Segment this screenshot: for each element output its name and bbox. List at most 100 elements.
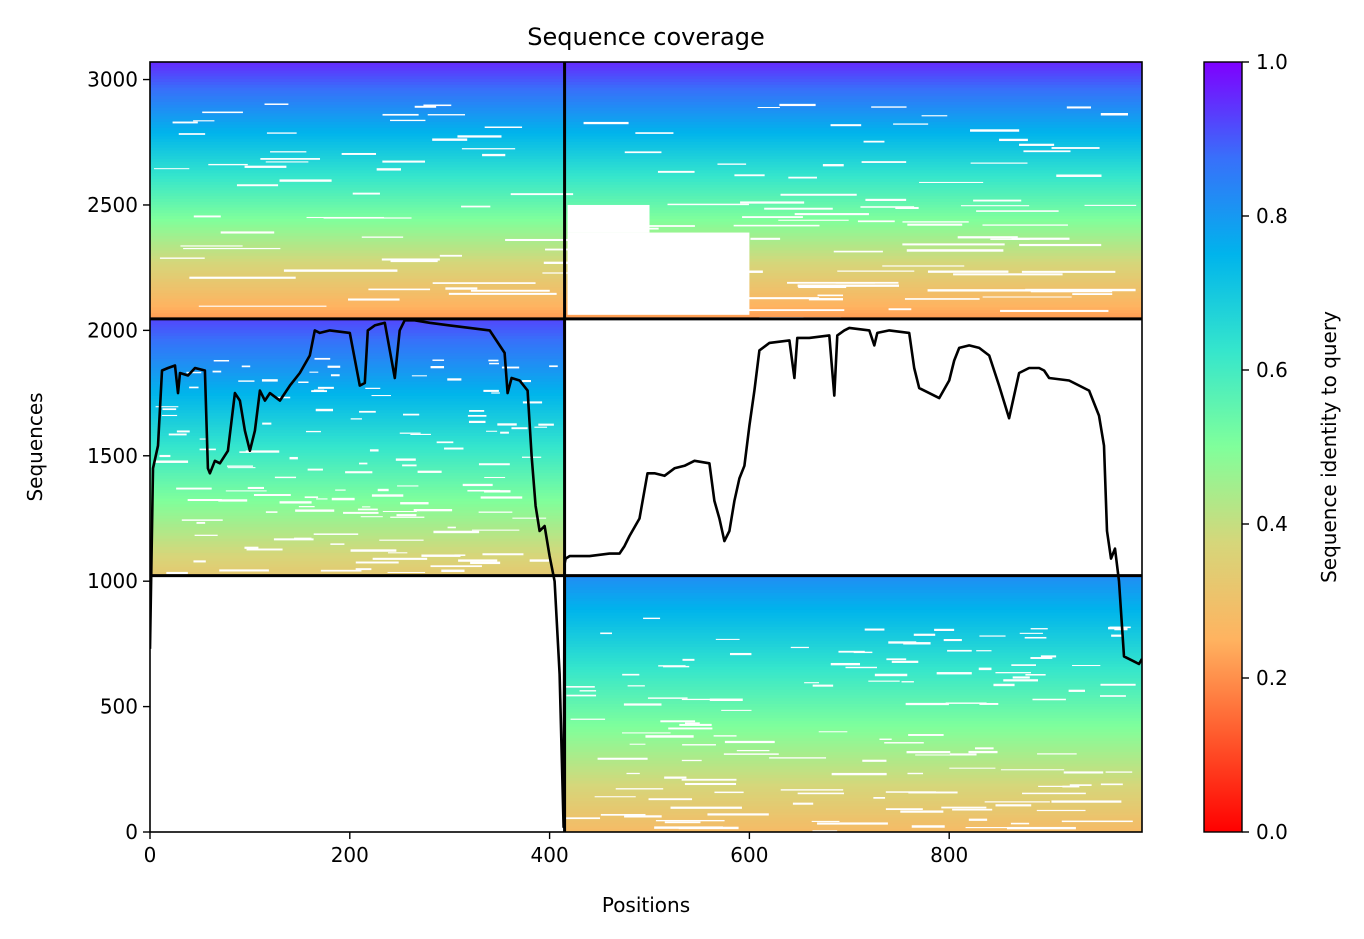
heatmap-band xyxy=(564,800,1142,805)
coverage-gap xyxy=(488,359,499,362)
coverage-gap xyxy=(219,569,269,572)
coverage-gap xyxy=(423,104,452,107)
heatmap-band xyxy=(564,598,1142,602)
coverage-gap xyxy=(790,646,809,649)
coverage-gap xyxy=(990,238,1030,240)
heatmap-band xyxy=(564,624,1142,628)
chart-title: Sequence coverage xyxy=(527,23,764,51)
heatmap-band xyxy=(564,720,1142,725)
y-tick-label: 3000 xyxy=(87,68,138,92)
heatmap-band xyxy=(564,635,1142,639)
heatmap-band xyxy=(150,441,565,445)
coverage-gap xyxy=(168,433,187,436)
coverage-gap xyxy=(811,820,840,822)
heatmap-band xyxy=(150,90,1142,94)
heatmap-band xyxy=(564,606,1142,611)
coverage-gap xyxy=(522,380,531,383)
coverage-gap xyxy=(1030,628,1048,630)
coverage-gap xyxy=(298,506,315,508)
uncovered-region xyxy=(567,204,650,233)
colorbar-tick-label: 0.0 xyxy=(1256,820,1288,844)
heatmap-band xyxy=(150,139,1142,143)
coverage-gap xyxy=(183,247,281,250)
coverage-gap xyxy=(684,783,737,786)
coverage-gap xyxy=(447,526,456,529)
coverage-gap xyxy=(860,206,915,208)
coverage-gap xyxy=(538,423,554,426)
heatmap-band xyxy=(564,723,1142,728)
coverage-gap xyxy=(162,408,177,411)
coverage-gap xyxy=(979,702,999,705)
heatmap-band xyxy=(150,435,565,440)
coverage-gap xyxy=(202,111,243,114)
coverage-gap xyxy=(414,105,437,108)
coverage-gap xyxy=(734,174,765,177)
coverage-gap xyxy=(664,821,701,824)
coverage-gap xyxy=(238,380,255,382)
coverage-gap xyxy=(657,170,695,173)
coverage-gap xyxy=(411,375,427,377)
coverage-gap xyxy=(643,617,661,620)
coverage-gap xyxy=(1066,106,1092,109)
coverage-gap xyxy=(830,662,861,666)
coverage-gap xyxy=(724,740,775,744)
heatmap-band xyxy=(564,644,1142,648)
coverage-gap xyxy=(566,694,597,697)
heatmap-band xyxy=(564,632,1142,637)
coverage-gap xyxy=(682,658,695,661)
coverage-gap xyxy=(359,410,376,413)
coverage-gap xyxy=(886,658,907,661)
coverage-gap xyxy=(787,281,899,284)
coverage-gap xyxy=(468,420,486,424)
coverage-gap xyxy=(159,454,171,458)
heatmap-band xyxy=(150,361,565,366)
coverage-gap xyxy=(331,497,355,501)
heatmap-band xyxy=(150,401,565,406)
coverage-gap xyxy=(647,697,688,699)
coverage-gap xyxy=(350,549,397,552)
coverage-gap xyxy=(713,735,737,737)
coverage-gap xyxy=(316,498,328,500)
coverage-gap xyxy=(885,808,923,811)
coverage-gap xyxy=(1030,657,1053,659)
coverage-gap xyxy=(908,791,958,794)
coverage-gap xyxy=(245,450,280,453)
plot-frame xyxy=(149,61,1143,833)
coverage-gap xyxy=(1011,237,1070,240)
heatmap-band xyxy=(150,96,1142,100)
heatmap-band xyxy=(564,683,1142,688)
heatmap-band xyxy=(564,820,1142,825)
heatmap-band xyxy=(150,432,565,437)
x-tick-label: 800 xyxy=(930,843,968,867)
coverage-gap xyxy=(913,633,936,636)
coverage-gap xyxy=(1036,809,1086,812)
coverage-gap xyxy=(663,665,690,668)
heatmap-band xyxy=(150,84,1142,89)
coverage-gap xyxy=(934,628,955,631)
heatmap-band xyxy=(564,655,1142,659)
coverage-gap xyxy=(895,206,919,210)
coverage-gap xyxy=(845,666,878,669)
heatmap-band xyxy=(150,93,1142,97)
heatmap-band xyxy=(150,338,565,343)
coverage-gap xyxy=(565,686,595,688)
heatmap-band xyxy=(564,752,1142,756)
coverage-gap xyxy=(882,265,965,267)
coverage-gap xyxy=(439,254,462,257)
heatmap-band xyxy=(564,757,1142,762)
heatmap-band xyxy=(150,418,565,423)
heatmap-band xyxy=(150,535,565,540)
coverage-gap xyxy=(350,418,362,420)
heatmap-band xyxy=(150,558,565,562)
coverage-gap xyxy=(1021,270,1116,273)
coverage-gap xyxy=(155,406,179,408)
coverage-gap xyxy=(978,667,992,671)
heatmap-band xyxy=(150,452,565,457)
coverage-gap xyxy=(510,193,574,196)
heatmap-band xyxy=(564,706,1142,711)
heatmap-band xyxy=(564,663,1142,668)
coverage-gap xyxy=(1040,655,1057,658)
coverage-gap xyxy=(622,673,640,676)
coverage-gap xyxy=(818,731,848,733)
